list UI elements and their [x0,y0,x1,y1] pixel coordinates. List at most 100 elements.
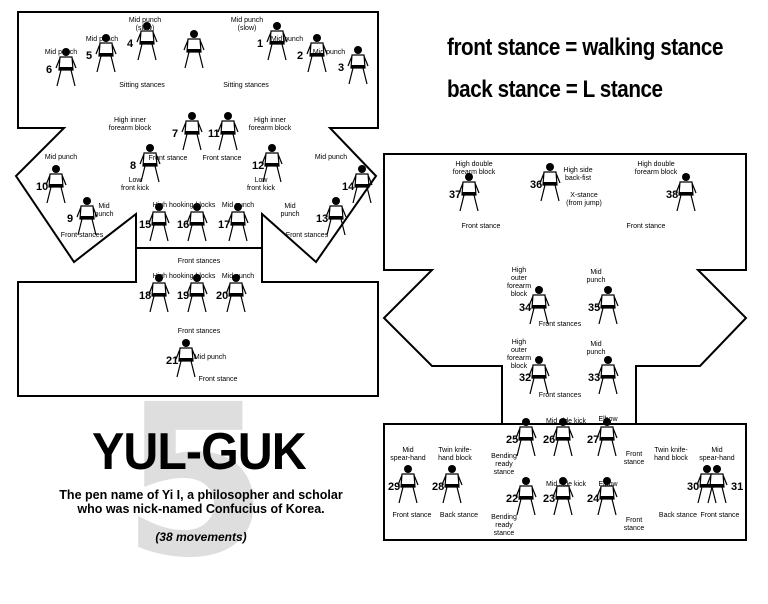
movement-9-figure [76,197,98,236]
movement-7-figure [181,112,203,151]
movement-24-figure [596,477,618,516]
step-number: 2 [297,50,304,62]
movement-2-figure [306,34,328,73]
movement-26-figure [552,418,574,457]
movement-37-figure [458,173,480,212]
movement-label: Mid punch [193,354,227,361]
movement-label: Front stance [700,512,740,519]
step-number: 17 [218,219,231,231]
movement-label: Low front kick [246,177,276,192]
movement-label: Elbow [598,481,618,488]
movement-label: Mid punch [280,203,300,218]
step-number: 9 [67,213,74,225]
movement-label: Sitting stances [223,82,269,89]
movement-4-figure [136,22,158,61]
movement-13-figure [325,197,347,236]
movement-label: High inner forearm block [108,117,152,132]
pattern-sheet: front stance = walking stance back stanc… [14,11,748,587]
movement-label: Mid punch [312,49,346,56]
diagram-frames [14,11,748,541]
movement-label: Mid punch [44,154,78,161]
movement-label: Mid side kick [545,481,587,488]
pattern-title: YUL-GUK [92,423,307,481]
movement-17-figure [227,203,249,242]
movement-11-figure [217,112,239,151]
movement-34-figure [528,286,550,325]
movement-35-figure [597,286,619,325]
step-number: 24 [587,493,600,505]
movement-1-figure [266,22,288,61]
step-number: 4 [127,38,134,50]
movement-23-figure [552,477,574,516]
movement-label: Mid punch (slow) [128,17,162,32]
movement-10-figure [45,165,67,204]
movement-label: High double forearm block [452,161,496,176]
movement-label: Front stance [198,376,238,383]
movement-label: Mid punch [221,273,255,280]
stance-note-back: back stance = L stance [447,76,663,103]
step-number: 20 [216,290,229,302]
movement-19-figure [186,274,208,313]
movement-label: X-stance (from jump) [566,192,602,207]
movement-label: Front stances [177,328,221,335]
movement-27-figure [596,418,618,457]
step-number: 35 [588,302,601,314]
movement-label: Elbow [598,416,618,423]
movement-8-figure [139,144,161,183]
movement-22-figure [515,477,537,516]
movement-label: Mid punch [270,36,304,43]
step-number: 25 [506,434,519,446]
movement-5-figure [95,34,117,73]
movement-3-figure [347,46,369,85]
movement-32-figure [528,356,550,395]
step-number: 1 [257,38,264,50]
movement-label: High outer forearm block [506,267,532,298]
step-number: 34 [519,302,532,314]
movement-label: Mid spear-hand [699,447,735,462]
movement-label: Front stances [60,232,104,239]
step-number: 29 [388,481,401,493]
step-number: 7 [172,128,179,140]
movement-label: Front stance [202,155,242,162]
movement-label: Mid punch [221,202,255,209]
movement-label: Mid punch (slow) [230,17,264,32]
step-number: 26 [543,434,556,446]
step-number: 18 [139,290,152,302]
movement-label: Bending ready stance [491,453,517,476]
step-number: 12 [252,160,265,172]
movement-label: Mid punch [44,49,78,56]
step-number: 13 [316,213,329,225]
movement-label: Mid punch [314,154,348,161]
movement-25-figure [515,418,537,457]
step-number: 28 [432,481,445,493]
movement-label: Back stance [439,512,479,519]
movement-16-figure [186,203,208,242]
movement-36-figure [539,163,561,202]
movement-28-figure [441,465,463,504]
step-number: 8 [130,160,137,172]
movement-label: High side back-fist [563,167,593,182]
movement-label: Bending ready stance [491,514,517,537]
step-number: 37 [449,189,462,201]
movement-label: Mid punch [586,269,606,284]
step-number: 27 [587,434,600,446]
pattern-description: The pen name of Yi I, a philosopher and … [59,488,343,516]
movement-label: High double forearm block [634,161,678,176]
step-number: 38 [666,189,679,201]
movement-29-figure [397,465,419,504]
ready-stance-figure [183,30,205,69]
movement-label: Front stances [538,392,582,399]
step-number: 15 [139,219,152,231]
step-number: 36 [530,179,543,191]
step-number: 6 [46,64,53,76]
left-stem-outline [17,247,379,397]
step-number: 30 [687,481,700,493]
step-number: 33 [588,372,601,384]
movement-label: Front stances [285,232,329,239]
movement-label: Mid spear-hand [390,447,426,462]
movement-31-figure [706,465,728,504]
movement-20-figure [225,274,247,313]
movement-label: Low front kick [120,177,150,192]
step-number: 19 [177,290,190,302]
movement-label: Front stance [626,223,666,230]
